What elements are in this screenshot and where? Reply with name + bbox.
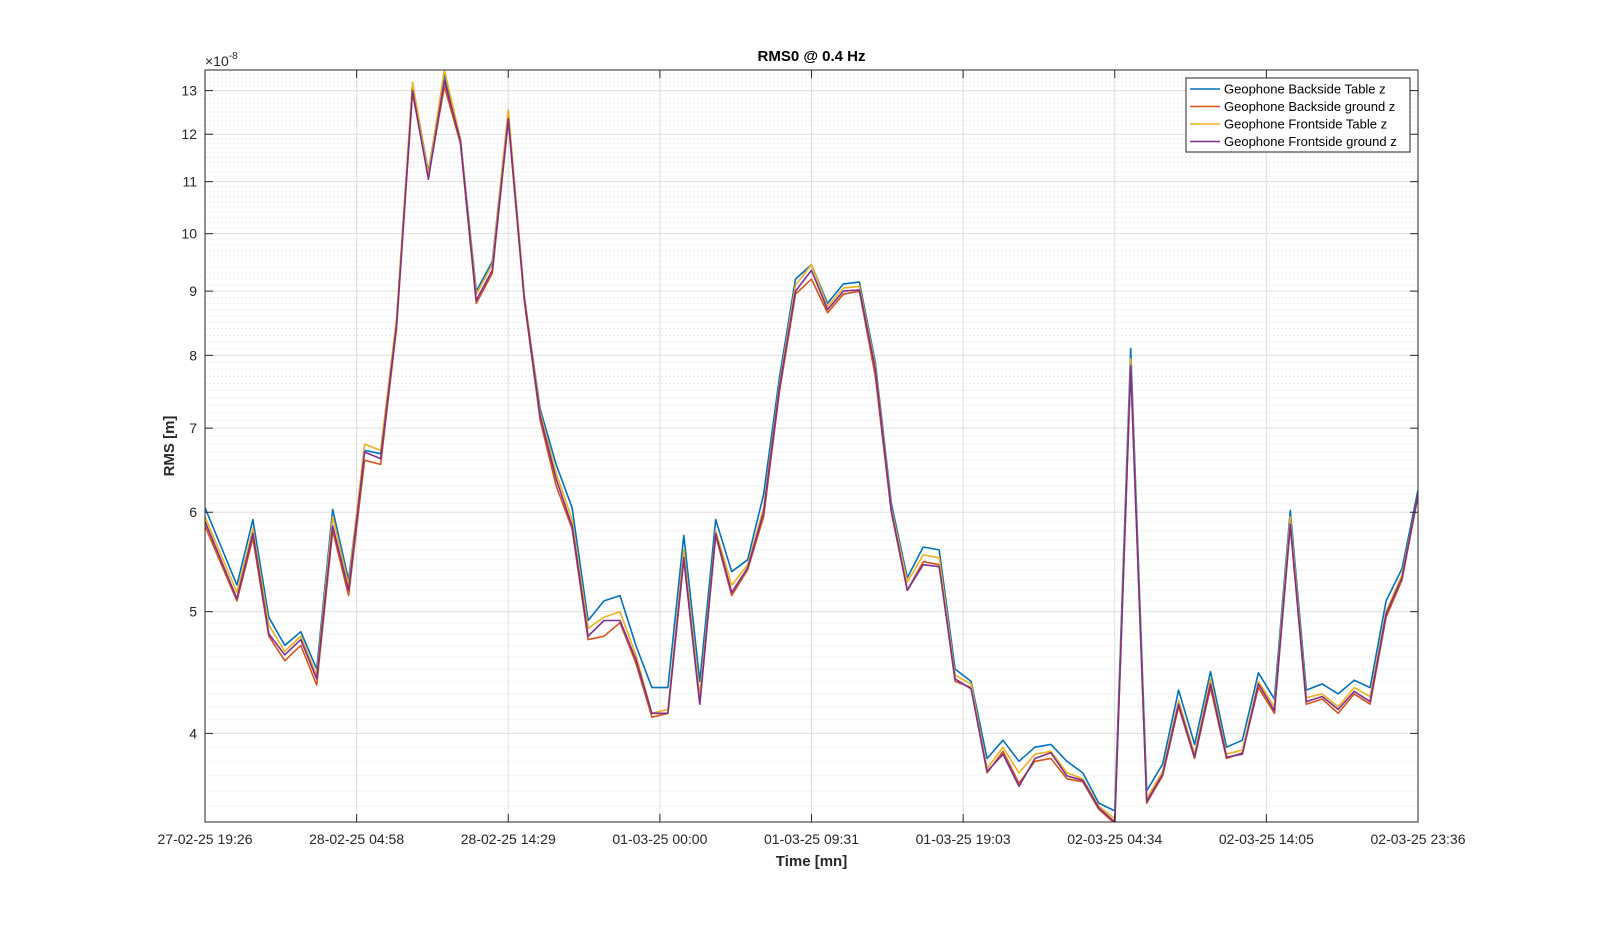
series-line-4 bbox=[205, 79, 1418, 822]
x-tick-label: 28-02-25 14:29 bbox=[461, 831, 556, 847]
y-tick-label: 8 bbox=[189, 347, 197, 363]
y-tick-label: 7 bbox=[189, 420, 197, 436]
x-tick-label: 27-02-25 19:26 bbox=[158, 831, 253, 847]
x-tick-label: 02-03-25 23:36 bbox=[1371, 831, 1466, 847]
x-tick-label: 02-03-25 04:34 bbox=[1067, 831, 1162, 847]
legend-entry: Geophone Backside ground z bbox=[1224, 99, 1395, 114]
legend-box bbox=[1185, 77, 1411, 153]
grid bbox=[204, 69, 1419, 822]
y-exponent-power: -8 bbox=[229, 51, 238, 62]
y-exponent-base: ×10 bbox=[205, 53, 229, 69]
legend-entry: Geophone Frontside ground z bbox=[1224, 134, 1397, 149]
y-tick-label: 10 bbox=[181, 226, 197, 242]
x-axis-label: Time [mn] bbox=[776, 853, 847, 870]
y-tick-label: 5 bbox=[189, 604, 197, 620]
legend: Geophone Backside Table z Geophone Backsi… bbox=[1185, 77, 1411, 153]
y-tick-label: 6 bbox=[189, 504, 197, 520]
legend-entry: Geophone Backside Table z bbox=[1224, 82, 1386, 97]
x-tick-label: 01-03-25 09:31 bbox=[764, 831, 859, 847]
x-tick-label: 28-02-25 04:58 bbox=[309, 831, 404, 847]
axis-ticks: 4 5 6 7 8 9 10 11 12 13 27-02-25 19:26 28-02-25 04:… bbox=[158, 70, 1466, 847]
legend-entry: Geophone Frontside Table z bbox=[1224, 117, 1387, 132]
y-axis-label: RMS [m] bbox=[161, 416, 178, 477]
x-tick-label: 02-03-25 14:05 bbox=[1219, 831, 1314, 847]
chart-title: RMS0 @ 0.4 Hz bbox=[758, 48, 866, 65]
y-axis-exponent: ×10-8 bbox=[205, 51, 238, 69]
series-lines bbox=[205, 70, 1418, 822]
y-tick-label: 12 bbox=[181, 126, 197, 142]
y-tick-label: 11 bbox=[182, 174, 197, 190]
x-tick-label: 01-03-25 19:03 bbox=[916, 831, 1011, 847]
y-tick-label: 4 bbox=[189, 725, 197, 741]
x-tick-label: 01-03-25 00:00 bbox=[612, 831, 707, 847]
y-tick-label: 13 bbox=[181, 83, 197, 99]
y-tick-label: 9 bbox=[189, 283, 197, 299]
series-line-3 bbox=[205, 70, 1418, 820]
